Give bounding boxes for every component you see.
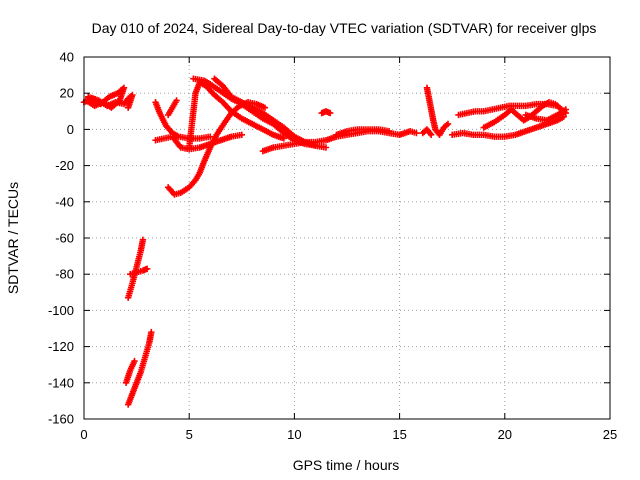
series-track-r [419,126,435,139]
y-tick-label: -40 [55,194,74,209]
y-tick-label: -80 [55,267,74,282]
y-tick-label: -60 [55,231,74,246]
x-tick-label: 0 [80,427,87,442]
data-point [280,135,288,142]
data-point [385,128,393,135]
series-track-q [396,128,420,139]
y-axis-label: SDTVAR / TECUs [5,182,21,294]
series-track-s [423,84,452,139]
y-tick-label: -20 [55,158,74,173]
series-track-h [152,99,214,142]
series-track-i [164,97,180,119]
x-axis-ticks: 0 5 10 15 20 25 [80,57,617,442]
series-track-o [318,108,334,117]
data-point [326,109,334,117]
data-point [562,106,570,113]
y-tick-label: -160 [48,412,74,427]
data-point [413,129,420,137]
data-point [139,236,147,244]
y-tick-label: -140 [48,375,74,390]
y-tick-label: 20 [60,86,74,101]
data-point [148,328,155,336]
y-tick-label: -120 [48,339,74,354]
series-track-w [522,106,570,124]
series-track-e [122,357,138,386]
series-track-f [124,328,155,408]
x-tick-label: 10 [287,427,301,442]
data-point [143,265,151,272]
y-tick-label: 0 [67,122,74,137]
data-point [427,131,435,139]
series-track-g [152,131,245,153]
data-point [261,104,269,111]
x-axis-label: GPS time / hours [293,457,400,473]
series-track-p [333,126,393,139]
plot-frame [83,56,611,420]
y-tick-label: 40 [60,50,74,65]
data-point [173,97,180,104]
x-tick-label: 25 [603,427,617,442]
data-point [238,131,245,139]
x-tick-label: 5 [186,427,193,442]
grid [84,57,610,419]
data-point [322,144,330,151]
data-point [207,133,214,140]
x-tick-label: 20 [498,427,512,442]
series-track-d [127,265,151,278]
x-tick-label: 15 [392,427,406,442]
chart-title: Day 010 of 2024, Sidereal Day-to-day VTE… [92,20,597,36]
data-point [131,357,138,365]
y-tick-label: -100 [48,303,74,318]
data-series [80,75,570,408]
data-point [124,104,132,111]
data-point [444,120,452,128]
series-track-b [85,91,136,111]
y-axis-ticks: -160 -140 -120 -100 -80 -60 -40 -20 0 20 40 [48,50,610,427]
